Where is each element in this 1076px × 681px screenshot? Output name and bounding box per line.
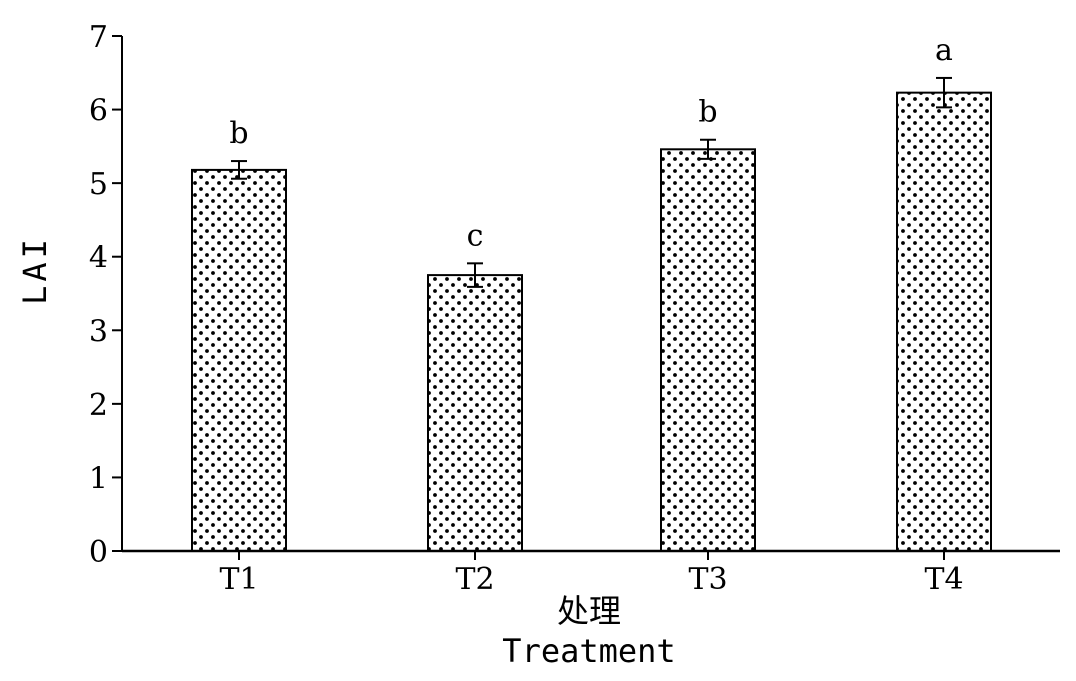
bar-t3 [660, 148, 756, 553]
significance-label-t4: a [935, 33, 953, 68]
y-tick-label: 1 [89, 461, 108, 496]
significance-label-t3: b [698, 95, 717, 130]
y-axis-ticks: 0 1 2 3 4 5 6 7 [89, 20, 122, 570]
y-axis-title: LAI [16, 235, 54, 305]
error-bar-t3 [700, 138, 716, 160]
x-tick-label-t2: T2 [455, 562, 494, 597]
error-bar-t1 [231, 160, 247, 180]
y-tick-label: 3 [89, 314, 108, 349]
y-tick-label: 0 [89, 535, 108, 570]
x-axis-ticks: T1 T2 T3 T4 [219, 551, 964, 597]
y-tick-label: 2 [89, 388, 108, 423]
significance-label-t2: c [467, 218, 484, 253]
y-tick-label: 7 [89, 20, 108, 55]
error-bar-t4 [936, 76, 952, 109]
bar-t1 [191, 168, 287, 552]
x-tick-label-t3: T3 [688, 562, 727, 597]
y-tick-label: 6 [89, 94, 108, 129]
x-axis-title-english: Treatment [502, 632, 675, 670]
bar-t2 [427, 274, 523, 552]
bars-group: b c b a [191, 33, 992, 553]
error-bar-t2 [467, 262, 483, 288]
bar-t4 [896, 91, 992, 553]
x-tick-label-t4: T4 [924, 562, 963, 597]
x-tick-label-t1: T1 [219, 562, 258, 597]
y-tick-label: 4 [89, 241, 108, 276]
significance-label-t1: b [229, 116, 248, 151]
x-axis-title: 处理 [557, 592, 621, 630]
y-tick-label: 5 [89, 167, 108, 202]
